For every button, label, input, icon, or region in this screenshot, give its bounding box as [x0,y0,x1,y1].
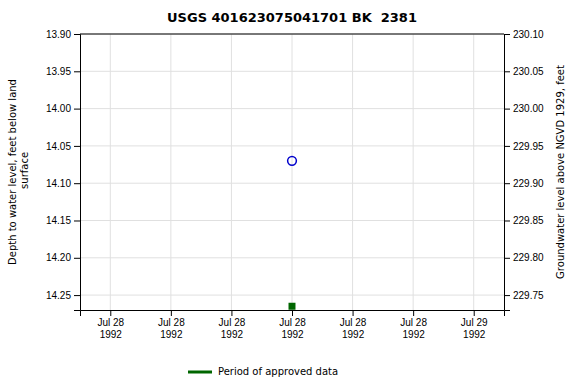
tick-mark [74,146,80,147]
tick-mark [74,71,80,72]
tick-label: Jul 281992 [158,317,185,340]
tick-mark [74,109,80,110]
tick: Jul 281992 [340,310,367,340]
series [289,304,294,309]
tick-label: 14.00 [46,103,71,114]
legend: Period of approved data [188,366,338,377]
tick-mark [504,34,510,35]
tick-label: 229.80 [513,252,544,263]
tick-mark [353,310,354,316]
tick: 14.25 [46,290,80,301]
axis-line [81,311,505,317]
tick-label: Jul 281992 [400,317,427,340]
tick-label: 229.75 [513,290,544,301]
legend-item: Period of approved data [188,366,338,377]
tick-label: Jul 281992 [219,317,246,340]
grid-line [352,34,353,310]
grid-line [170,34,171,310]
tick-label: Jul 281992 [279,317,306,340]
tick: 14.20 [46,252,80,263]
tick-mark [74,34,80,35]
series [288,156,297,165]
tick-mark [474,310,475,316]
tick: Jul 281992 [219,310,246,340]
tick-mark [504,295,510,296]
tick: 229.85 [504,215,544,226]
title: USGS 401623075041701 BK 2381 [167,10,417,25]
grid-line [80,34,504,35]
axis-title: Groundwater level above NGVD 1929, feet [555,65,566,279]
frame [80,34,504,35]
tick-label: 230.00 [513,103,544,114]
tick: 14.10 [46,178,80,189]
tick: 14.05 [46,141,80,152]
tick: 13.90 [46,29,80,40]
plot: Jul 281992 Jul 281992 Jul 281992 Jul 281992… [46,29,544,340]
marks [288,156,297,309]
grid-line [473,34,474,310]
grid-line [231,34,232,310]
tick: Jul 281992 [158,310,185,340]
tick: 14.00 [46,103,80,114]
tick-mark [74,183,80,184]
tick: 230.10 [504,29,544,40]
tick: 230.05 [504,66,544,77]
legend-swatch [188,371,212,374]
tick-label: Jul 281992 [97,317,124,340]
tick: 229.95 [504,141,544,152]
tick-label: 230.05 [513,66,544,77]
y2-axis: 229.75 229.80 229.85 229.90 229.95 230.00 230.… [504,29,544,311]
legend-label: Period of approved data [218,366,338,377]
tick-mark [504,109,510,110]
tick: Jul 281992 [279,310,306,340]
tick-label: 13.95 [46,66,71,77]
axis-title: Depth to water level, feet below land su… [7,79,30,265]
tick-label: 14.05 [46,141,71,152]
tick-label: 229.85 [513,215,544,226]
tick-label: 229.90 [513,178,544,189]
tick-mark [110,310,111,316]
tick-mark [413,310,414,316]
tick-label: 14.10 [46,178,71,189]
tick: Jul 281992 [97,310,124,340]
tick-label: 230.10 [513,29,544,40]
tick-mark [74,220,80,221]
grid [80,34,504,310]
tick-label: 14.25 [46,290,71,301]
tick: 229.80 [504,252,544,263]
tick-mark [504,220,510,221]
grid-line [292,34,293,310]
tick-mark [171,310,172,316]
tick-mark [231,310,232,316]
tick-mark [504,258,510,259]
axis-line [505,35,511,311]
tick-mark [504,71,510,72]
tick-label: 14.15 [46,215,71,226]
grid-line [413,34,414,310]
tick-mark [292,310,293,316]
tick: 230.00 [504,103,544,114]
axis-line [74,35,81,311]
tick-label: Jul 291992 [461,317,488,340]
point [288,156,297,165]
tick: Jul 281992 [400,310,427,340]
tick: 229.90 [504,178,544,189]
tick-mark [504,183,510,184]
grid-line [110,34,111,310]
tick: 13.95 [46,66,80,77]
tick-label: Jul 281992 [340,317,367,340]
tick-mark [74,258,80,259]
tick-label: 229.95 [513,141,544,152]
y-axis: 13.90 13.95 14.00 14.05 14.10 14.15 14.20 14.25 [46,29,81,311]
chart: Jul 281992 Jul 281992 Jul 281992 Jul 281992… [0,0,576,384]
tick: 14.15 [46,215,80,226]
tick: Jul 291992 [461,310,488,340]
x-axis: Jul 281992 Jul 281992 Jul 281992 Jul 281992… [81,310,505,340]
tick-label: 14.20 [46,252,71,263]
tick-label: 13.90 [46,29,71,40]
tick-mark [504,146,510,147]
tick-mark [74,295,80,296]
tick: 229.75 [504,290,544,301]
point [289,304,294,309]
